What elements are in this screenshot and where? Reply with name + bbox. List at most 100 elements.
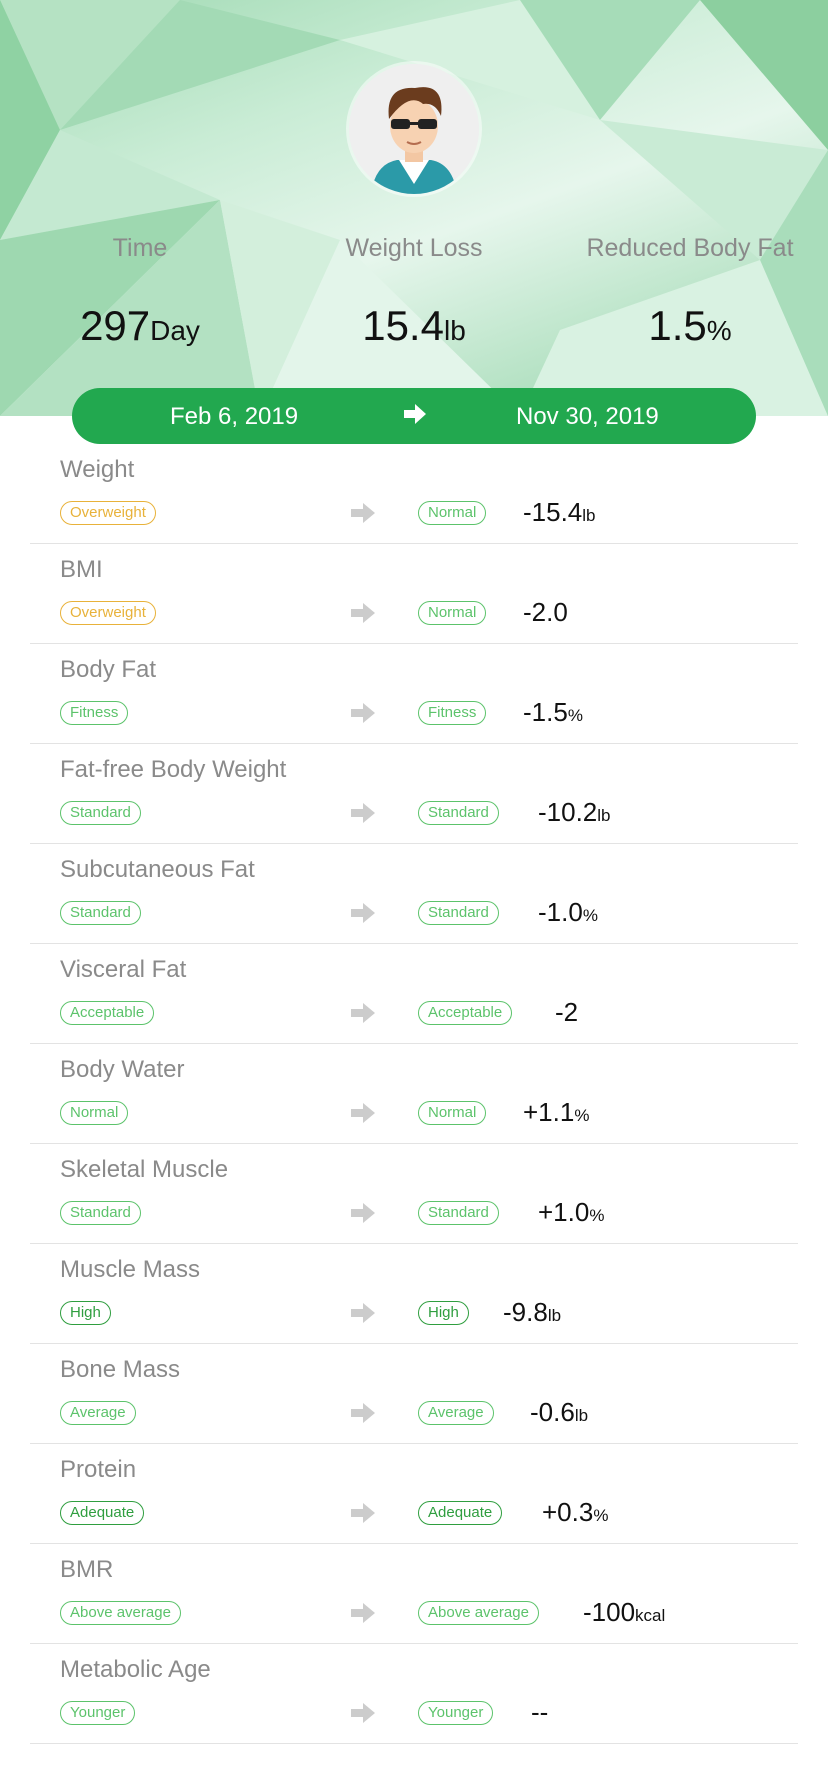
metric-change-number: -0.6	[530, 1397, 575, 1427]
metric-from-status-badge: Above average	[60, 1601, 181, 1625]
metric-title: Fat-free Body Weight	[60, 756, 287, 783]
metric-title: Muscle Mass	[60, 1256, 201, 1283]
metric-change-number: -100	[583, 1597, 636, 1627]
stat-time-number: 297	[80, 302, 151, 349]
arrow-right-icon	[351, 1703, 375, 1723]
arrow-right-icon	[351, 1403, 375, 1423]
user-avatar[interactable]	[349, 64, 479, 194]
metric-change-value: -1.5%	[523, 697, 583, 728]
metric-change-unit: lb	[574, 1406, 589, 1425]
stat-body-fat-unit: %	[706, 315, 732, 346]
stat-weight-loss-value: 15.4lb	[314, 302, 514, 350]
metric-change-unit: %	[567, 706, 583, 725]
metric-change-unit: %	[582, 906, 598, 925]
arrow-right-icon	[351, 903, 375, 923]
metric-row[interactable]: Visceral Fat Acceptable Acceptable -2	[30, 944, 798, 1044]
metric-to-status-badge: High	[418, 1301, 469, 1325]
metric-from-status-badge: Younger	[60, 1701, 136, 1725]
metric-to-status-badge: Standard	[418, 1201, 499, 1225]
metric-from-status-badge: Standard	[60, 801, 141, 825]
metric-from-status-badge: Overweight	[60, 501, 156, 525]
metric-row[interactable]: Skeletal Muscle Standard Standard +1.0%	[30, 1144, 798, 1244]
metric-change-unit: lb	[597, 806, 611, 825]
metric-change-number: -10.2	[538, 797, 598, 827]
metric-row[interactable]: Body Water Normal Normal +1.1%	[30, 1044, 798, 1144]
metric-change-value: -9.8lb	[503, 1297, 561, 1328]
metric-change-number: --	[531, 1697, 549, 1727]
metric-row[interactable]: Body Fat Fitness Fitness -1.5%	[30, 644, 798, 744]
metric-row[interactable]: Muscle Mass High High -9.8lb	[30, 1244, 798, 1344]
header-banner: Time Weight Loss Reduced Body Fat 297Day…	[0, 0, 828, 416]
arrow-right-icon	[351, 1503, 375, 1523]
metric-change-value: -15.4lb	[523, 497, 596, 528]
metric-change-value: --	[531, 1697, 548, 1728]
metric-change-number: -1.5	[523, 697, 568, 727]
metric-to-status-badge: Acceptable	[418, 1001, 513, 1025]
metric-change-value: +1.1%	[523, 1097, 589, 1128]
date-range-pill[interactable]: Feb 6, 2019 Nov 30, 2019	[72, 388, 756, 444]
metric-change-unit: %	[574, 1106, 590, 1125]
metric-row[interactable]: Metabolic Age Younger Younger --	[30, 1644, 798, 1744]
metric-row[interactable]: Fat-free Body Weight Standard Standard -…	[30, 744, 798, 844]
metric-change-value: -2	[555, 997, 578, 1028]
metric-change-unit: lb	[582, 506, 596, 525]
metric-change-unit: kcal	[635, 1606, 666, 1625]
metric-change-value: -100kcal	[583, 1597, 665, 1628]
metric-from-status-badge: Normal	[60, 1101, 129, 1125]
end-date: Nov 30, 2019	[516, 403, 659, 430]
stat-weight-loss-label: Weight Loss	[345, 234, 483, 262]
metric-row[interactable]: Bone Mass Average Average -0.6lb	[30, 1344, 798, 1444]
metric-to-status-badge: Younger	[418, 1701, 494, 1725]
metric-change-number: -1.0	[538, 897, 583, 927]
metric-from-status-badge: High	[60, 1301, 111, 1325]
metric-from-status-badge: Acceptable	[60, 1001, 155, 1025]
stat-weight-loss-number: 15.4	[362, 302, 444, 349]
metric-row[interactable]: Subcutaneous Fat Standard Standard -1.0%	[30, 844, 798, 944]
metric-change-value: -1.0%	[538, 897, 598, 928]
metric-change-number: -9.8	[503, 1297, 548, 1327]
metric-title: Bone Mass	[60, 1356, 181, 1383]
metric-to-status-badge: Normal	[418, 601, 487, 625]
metric-change-number: -2	[555, 997, 579, 1027]
metric-change-number: +1.1	[523, 1097, 575, 1127]
metric-to-status-badge: Average	[418, 1401, 494, 1425]
metric-row[interactable]: BMR Above average Above average -100kcal	[30, 1544, 798, 1644]
stat-body-fat-label: Reduced Body Fat	[586, 234, 794, 262]
metric-to-status-badge: Normal	[418, 501, 487, 525]
arrow-right-icon	[351, 1003, 375, 1023]
metric-from-status-badge: Adequate	[60, 1501, 145, 1525]
arrow-right-icon	[351, 1103, 375, 1123]
metric-title: BMI	[60, 556, 103, 583]
arrow-right-icon	[351, 1603, 375, 1623]
metric-change-value: +0.3%	[542, 1497, 608, 1528]
metric-row[interactable]: Protein Adequate Adequate +0.3%	[30, 1444, 798, 1544]
metric-title: Weight	[60, 456, 135, 483]
arrow-right-icon	[351, 703, 375, 723]
stat-time-value: 297Day	[60, 302, 220, 350]
start-date: Feb 6, 2019	[170, 403, 299, 430]
stat-body-fat-value: 1.5%	[590, 302, 790, 350]
metric-row[interactable]: BMI Overweight Normal -2.0	[30, 544, 798, 644]
metric-change-value: +1.0%	[538, 1197, 604, 1228]
metric-row[interactable]: Weight Overweight Normal -15.4lb	[30, 444, 798, 544]
stat-time-label: Time	[112, 234, 168, 262]
metrics-list: Weight Overweight Normal -15.4lb BMI Ove…	[0, 444, 828, 1744]
metric-to-status-badge: Standard	[418, 901, 499, 925]
metric-change-unit: lb	[547, 1306, 562, 1325]
metric-title: Protein	[60, 1456, 137, 1483]
metric-from-status-badge: Fitness	[60, 701, 129, 725]
metric-change-number: -2.0	[523, 597, 568, 627]
arrow-right-icon	[351, 603, 375, 623]
metric-to-status-badge: Normal	[418, 1101, 487, 1125]
metric-change-value: -10.2lb	[538, 797, 611, 828]
metric-title: Metabolic Age	[60, 1656, 211, 1683]
metric-to-status-badge: Fitness	[418, 701, 487, 725]
metric-change-unit: %	[593, 1506, 609, 1525]
stat-body-fat-number: 1.5	[648, 302, 707, 349]
metric-title: Body Fat	[60, 656, 157, 683]
metric-from-status-badge: Standard	[60, 901, 141, 925]
polygon-background	[0, 0, 828, 416]
metric-to-status-badge: Standard	[418, 801, 499, 825]
arrow-right-icon	[351, 503, 375, 523]
metric-from-status-badge: Standard	[60, 1201, 141, 1225]
